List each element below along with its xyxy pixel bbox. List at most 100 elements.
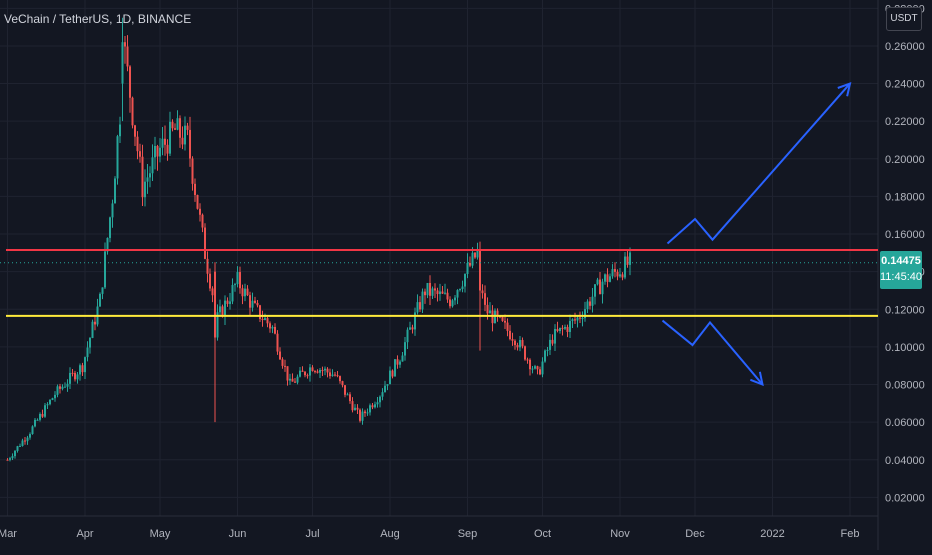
candle-body xyxy=(474,252,476,258)
candle-body xyxy=(294,381,296,383)
y-tick-label: 0.02000 xyxy=(885,492,925,504)
candle-body xyxy=(199,208,201,215)
candle-body xyxy=(369,405,371,413)
candle-body xyxy=(236,272,239,285)
candle-body xyxy=(504,320,506,323)
candle-body xyxy=(219,306,221,313)
candle-body xyxy=(574,319,576,321)
candle-body xyxy=(471,252,474,266)
candle-body xyxy=(506,322,509,331)
candle-body xyxy=(306,375,309,377)
candle-body xyxy=(144,181,146,198)
x-tick-label: Apr xyxy=(76,528,93,540)
candle-body xyxy=(579,317,581,319)
candle-body xyxy=(381,392,384,397)
candle-body xyxy=(286,366,289,381)
candle-body xyxy=(319,369,321,373)
candle-body xyxy=(176,118,179,130)
candle-body xyxy=(6,459,9,461)
candle-body xyxy=(11,456,14,459)
candle-body xyxy=(166,144,169,154)
y-tick-label: 0.26000 xyxy=(885,41,925,53)
candle-body xyxy=(64,386,66,388)
candle-body xyxy=(229,301,231,304)
candle-body xyxy=(211,288,214,296)
candle-body xyxy=(431,288,434,296)
candle-body xyxy=(589,301,591,306)
currency-unit-button[interactable]: USDT xyxy=(886,7,922,31)
projection-up-arrow[interactable] xyxy=(666,82,851,245)
candle-body xyxy=(289,378,291,381)
candle-body xyxy=(241,288,244,297)
candle-body xyxy=(569,320,571,332)
candle-body xyxy=(601,281,604,295)
candle-body xyxy=(74,372,76,380)
candle-body xyxy=(284,365,286,367)
candle-body xyxy=(541,361,544,375)
candle-body xyxy=(261,319,264,321)
candle-body xyxy=(379,396,381,403)
candle-body xyxy=(546,349,549,351)
candle-body xyxy=(581,318,584,320)
candle-body xyxy=(84,357,86,373)
candle-body xyxy=(304,371,306,376)
candle-body xyxy=(571,319,574,321)
candle-body xyxy=(196,195,199,209)
candle-body xyxy=(101,287,104,294)
candle-body xyxy=(331,374,334,377)
candle-body xyxy=(94,321,96,325)
candle-body xyxy=(139,151,141,157)
candle-body xyxy=(321,369,324,371)
candle-body xyxy=(614,269,616,272)
candle-body xyxy=(439,291,441,295)
candle-body xyxy=(129,66,131,98)
candle-body xyxy=(519,340,521,348)
candle-body xyxy=(516,345,519,348)
candle-body xyxy=(336,375,339,377)
candle-body xyxy=(376,402,379,405)
candle-body xyxy=(566,326,569,332)
candle-body xyxy=(496,310,499,317)
candle-body xyxy=(61,386,64,389)
candle-body xyxy=(269,323,271,329)
candle-body xyxy=(156,146,159,157)
x-tick-label: Aug xyxy=(380,528,400,540)
candle-body xyxy=(594,284,596,297)
candle-body xyxy=(79,365,81,375)
candle-body xyxy=(426,282,429,296)
candle-body xyxy=(346,394,349,396)
candle-body xyxy=(46,404,49,406)
candle-body xyxy=(606,274,609,282)
candle-body xyxy=(526,359,529,361)
candle-body xyxy=(161,138,164,148)
candle-body xyxy=(361,411,364,421)
candle-body xyxy=(39,414,41,420)
candle-body xyxy=(419,302,421,310)
y-tick-label: 0.20000 xyxy=(885,154,925,166)
candle-body xyxy=(256,302,259,306)
candle-body xyxy=(444,292,446,294)
candle-body xyxy=(466,263,469,275)
candle-body xyxy=(51,398,54,400)
candle-body xyxy=(66,383,69,387)
candle-body xyxy=(429,282,431,296)
candle-body xyxy=(276,333,279,352)
candle-body xyxy=(399,361,401,365)
candle-body xyxy=(194,183,196,196)
candle-body xyxy=(534,366,536,369)
candle-body xyxy=(296,376,299,383)
candle-body xyxy=(179,118,181,138)
candle-body xyxy=(136,136,139,152)
candle-body xyxy=(329,372,331,377)
candle-body xyxy=(421,291,424,310)
candle-body xyxy=(214,271,216,338)
candle-body xyxy=(514,340,516,346)
y-tick-label: 0.10000 xyxy=(885,342,925,354)
last-price-tag: 0.14475 11:45:40 xyxy=(880,251,922,289)
candle-body xyxy=(391,370,394,377)
projection-down-arrow[interactable] xyxy=(661,319,764,386)
candle-body xyxy=(611,269,614,277)
candle-body xyxy=(461,286,464,290)
